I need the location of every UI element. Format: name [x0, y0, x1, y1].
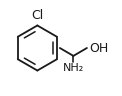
Text: NH₂: NH₂	[63, 63, 84, 73]
Text: Cl: Cl	[31, 9, 43, 22]
Text: OH: OH	[90, 41, 109, 55]
